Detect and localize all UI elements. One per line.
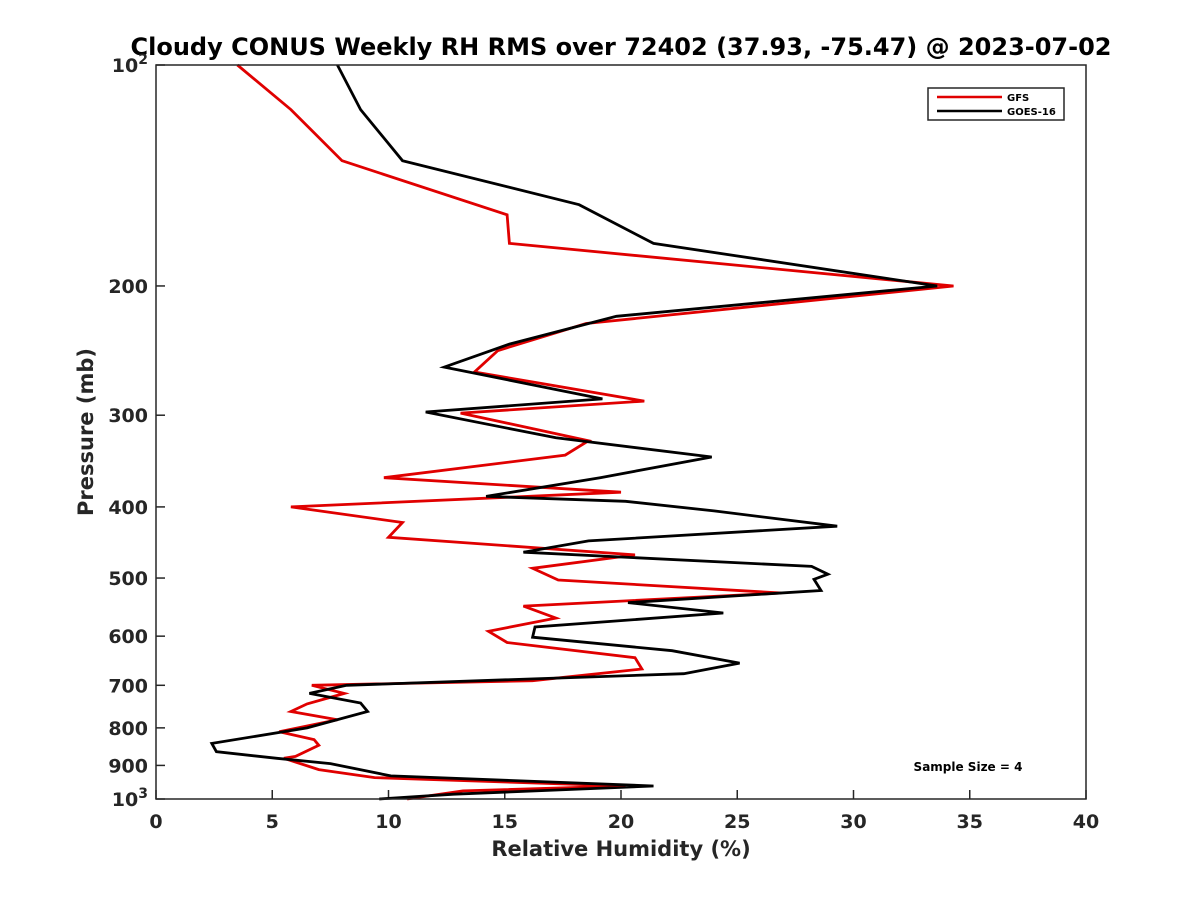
- legend-gfs-label: GFS: [1007, 93, 1029, 104]
- x-tick-label: 35: [957, 811, 983, 833]
- y-tick-label: 400: [108, 497, 148, 519]
- chart-title: Cloudy CONUS Weekly RH RMS over 72402 (3…: [131, 33, 1112, 61]
- y-tick-label: 800: [108, 718, 148, 740]
- legend: GFS GOES-16: [927, 87, 1065, 121]
- x-tick-label: 5: [266, 811, 279, 833]
- series-layer: [209, 63, 954, 801]
- y-tick-label: 200: [108, 276, 148, 298]
- legend-goes-label: GOES-16: [1007, 107, 1056, 118]
- plot-frame: [155, 64, 1087, 800]
- x-axis-label: Relative Humidity (%): [491, 837, 750, 861]
- y-tick-label: 900: [108, 755, 148, 777]
- x-axis-ticks: 0 5 10 15 20 25 30 35 40: [149, 790, 1099, 833]
- y-axis-ticks: 102 200 300 400 500 600 700 800 900 103: [108, 52, 165, 811]
- series-line-goes-16: [209, 64, 938, 801]
- x-tick-label: 20: [608, 811, 634, 833]
- x-tick-label: 15: [492, 811, 518, 833]
- y-tick-label: 300: [108, 405, 148, 427]
- sample-size-annotation: Sample Size = 4: [914, 760, 1023, 774]
- y-tick-label: 700: [108, 675, 148, 697]
- x-tick-label: 25: [724, 811, 750, 833]
- y-tick-label: 500: [108, 568, 148, 590]
- y-tick-label: 600: [108, 626, 148, 648]
- y-tick-label: 102: [112, 52, 148, 77]
- series-line-gfs: [236, 63, 954, 801]
- y-tick-label: 103: [112, 786, 148, 811]
- x-tick-label: 40: [1073, 811, 1099, 833]
- x-tick-label: 10: [375, 811, 401, 833]
- y-axis-label: Pressure (mb): [74, 348, 98, 516]
- legend-box: [927, 87, 1065, 121]
- x-tick-label: 30: [840, 811, 866, 833]
- x-tick-label: 0: [149, 811, 162, 833]
